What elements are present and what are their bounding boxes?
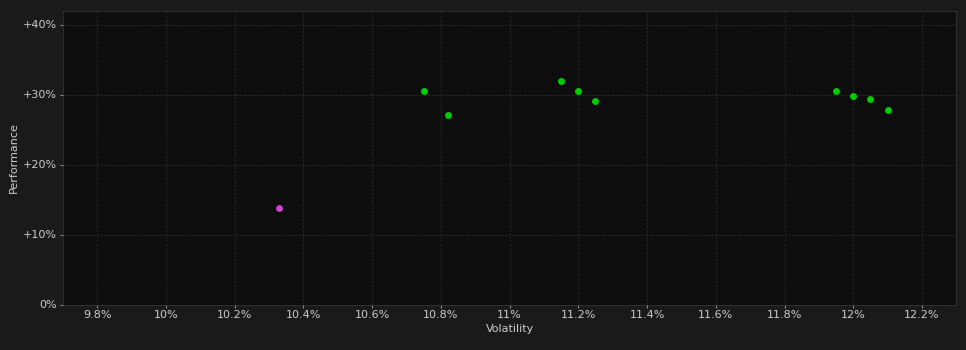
Point (587, 98, 603, 104)
Point (863, 97, 878, 102)
Point (271, 205, 287, 211)
Point (845, 93, 861, 99)
Point (554, 78, 569, 83)
X-axis label: Volatility: Volatility (486, 324, 533, 334)
Point (828, 88, 843, 94)
Point (571, 88, 586, 94)
Point (440, 112, 455, 118)
Point (416, 88, 432, 94)
Point (880, 107, 895, 113)
Y-axis label: Performance: Performance (9, 122, 19, 193)
